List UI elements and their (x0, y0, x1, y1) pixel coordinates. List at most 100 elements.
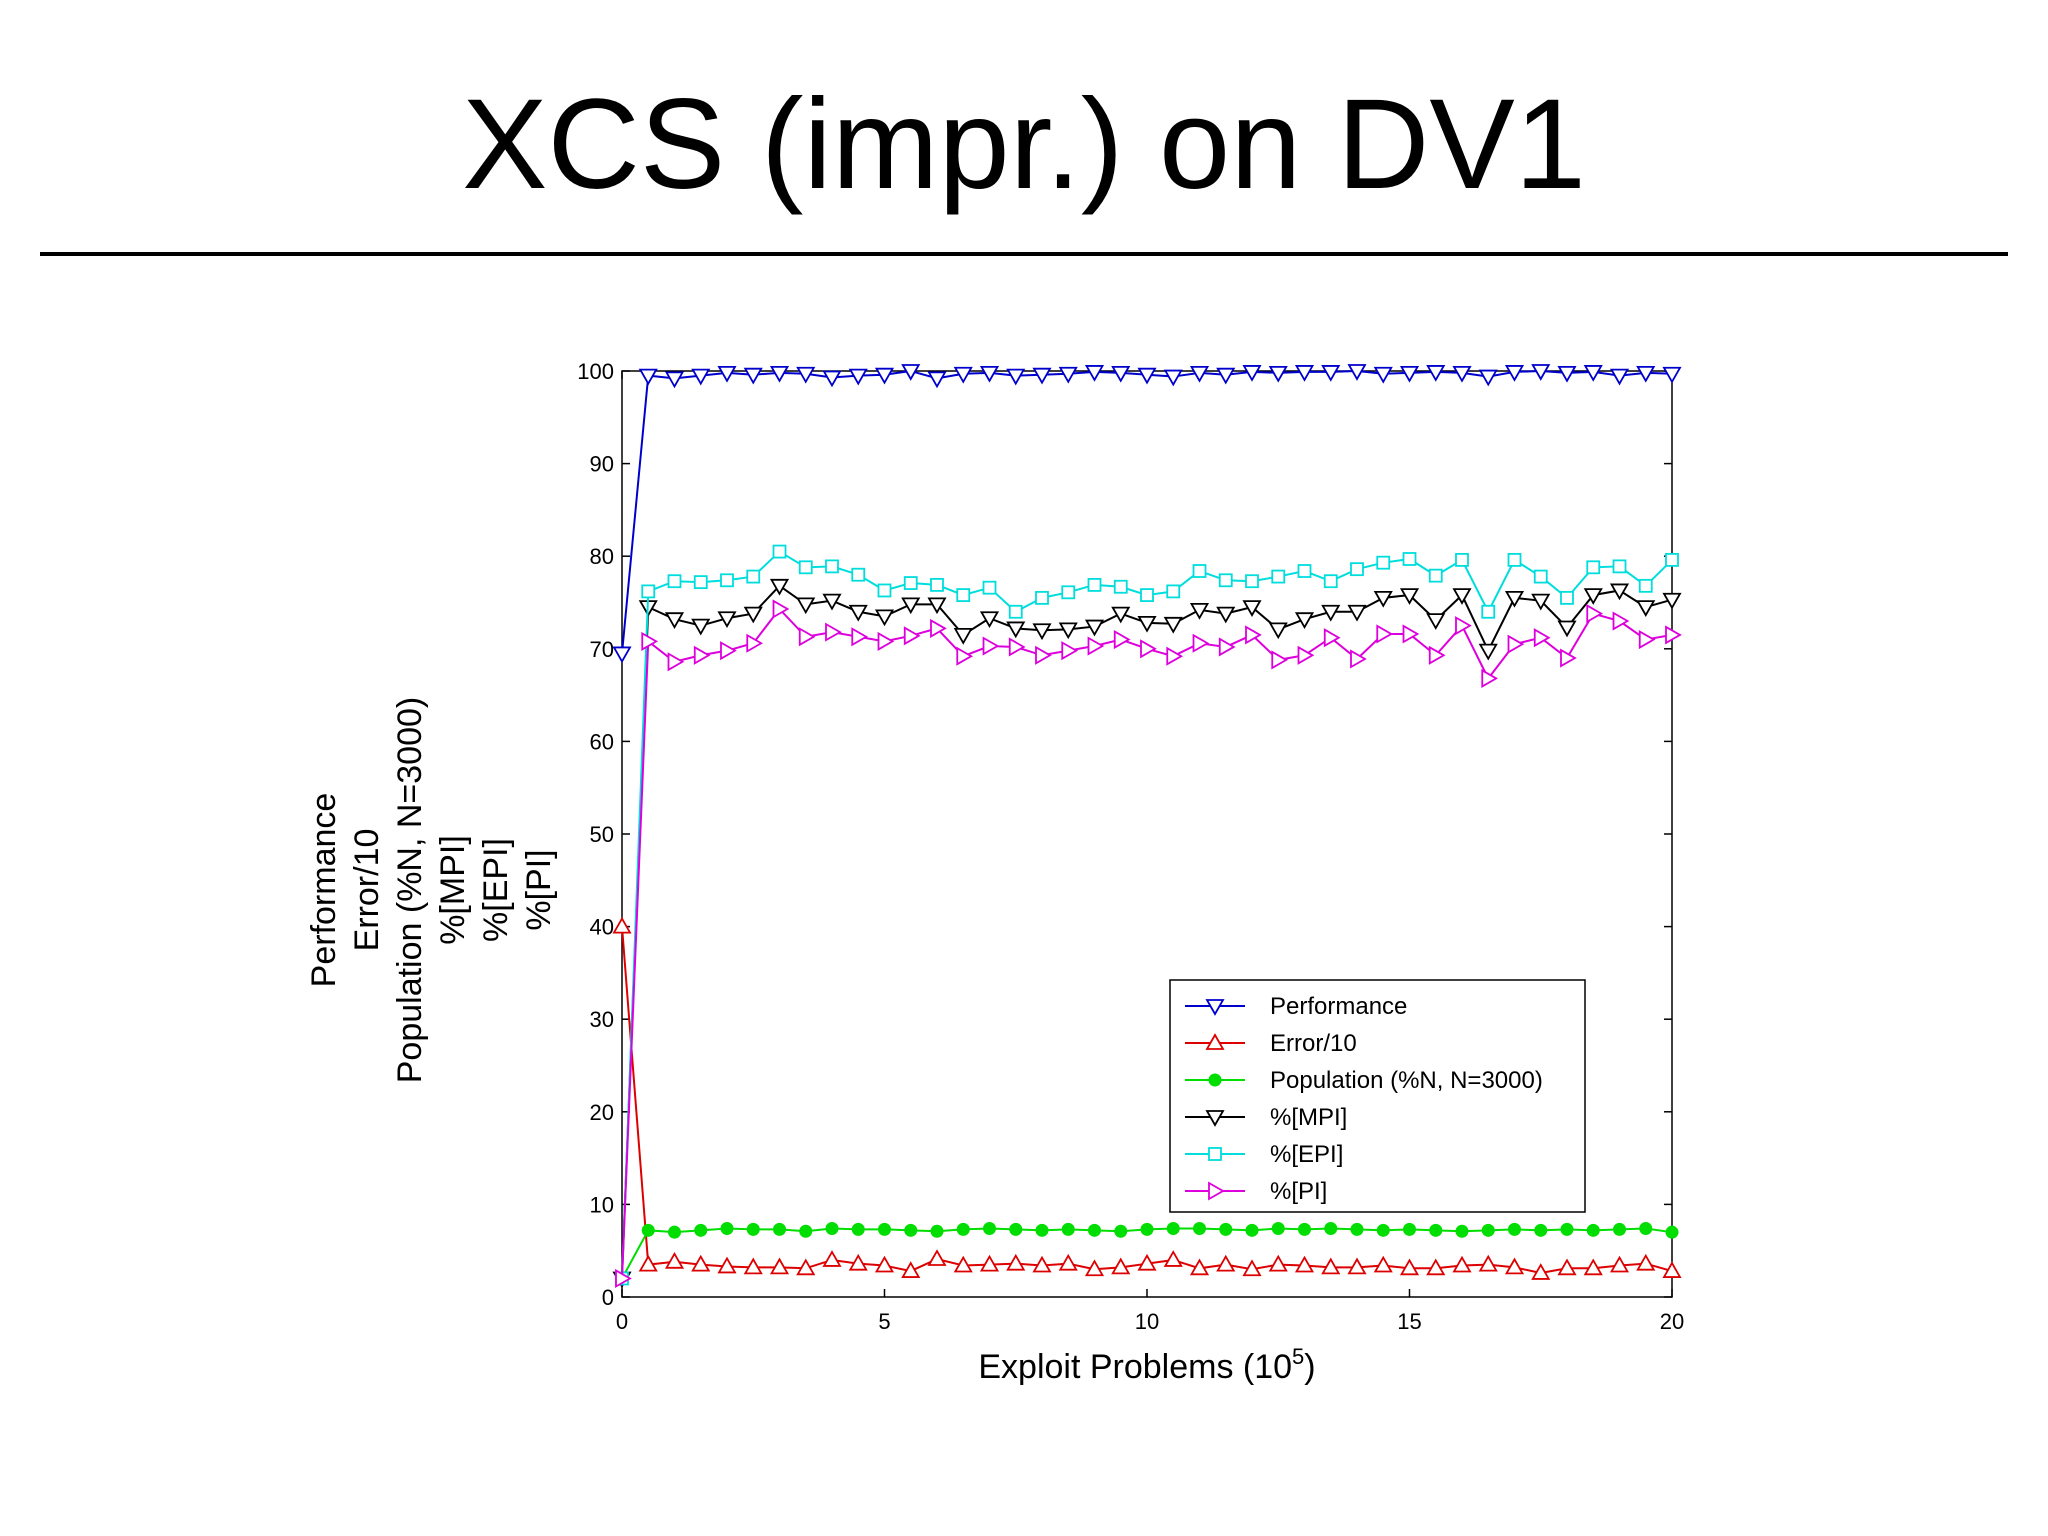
data-point (691, 368, 711, 386)
data-point (1507, 553, 1522, 567)
data-point (1058, 366, 1078, 384)
data-point (903, 576, 918, 590)
data-point (1324, 1221, 1338, 1235)
data-point (1426, 613, 1446, 630)
y-axis-label-line: %[PI] (520, 849, 558, 930)
data-point (1347, 604, 1367, 622)
data-point (1662, 592, 1682, 610)
x-tick-label: 20 (1660, 1309, 1684, 1334)
x-axis-label: Exploit Problems (105) (978, 1344, 1315, 1386)
data-point (1452, 588, 1472, 605)
legend-swatch-marker (1205, 1033, 1225, 1050)
data-point (1189, 365, 1210, 383)
x-tick-label: 10 (1135, 1309, 1159, 1334)
data-point (901, 597, 921, 615)
data-point (1455, 553, 1469, 567)
data-point (1452, 365, 1472, 383)
data-point (1140, 1222, 1154, 1236)
data-point (1061, 641, 1079, 661)
data-point (717, 611, 737, 629)
data-point (664, 1251, 685, 1269)
data-point (1271, 650, 1289, 670)
data-point (822, 593, 842, 611)
data-point (1373, 1255, 1393, 1273)
y-tick-label: 40 (590, 915, 614, 940)
data-point (903, 626, 921, 646)
data-point (1455, 616, 1472, 636)
series-0 (612, 364, 1682, 664)
y-tick-label: 100 (577, 359, 614, 384)
data-point (848, 368, 868, 386)
data-point (746, 569, 761, 584)
data-point (1193, 1221, 1206, 1235)
data-point (979, 1254, 1000, 1272)
data-point (901, 1261, 921, 1278)
data-point (612, 646, 632, 664)
data-point (1166, 584, 1181, 599)
data-point (1347, 1257, 1367, 1275)
data-point (1402, 552, 1417, 566)
data-point (904, 1223, 918, 1237)
series-1 (612, 916, 1682, 1280)
data-point (982, 636, 1000, 656)
data-point (1035, 590, 1049, 605)
data-point (641, 584, 656, 599)
data-point (612, 916, 632, 934)
data-point (1373, 366, 1393, 384)
series-5 (615, 599, 1682, 1289)
series-3 (612, 578, 1682, 1289)
data-point (1534, 1223, 1548, 1237)
data-point (1455, 1224, 1469, 1238)
legend-entry: %[MPI] (1185, 1104, 1347, 1131)
data-point (667, 652, 685, 672)
data-point (798, 560, 813, 575)
data-point (851, 1222, 865, 1236)
y-tick-label: 60 (590, 729, 614, 754)
data-point (877, 631, 895, 651)
data-point (1216, 367, 1236, 385)
data-point (1245, 574, 1259, 589)
y-axis-ticks: 0 10 20 30 40 50 60 70 80 90 100 (577, 359, 1672, 1310)
data-point (1638, 629, 1656, 650)
data-point (1481, 668, 1499, 688)
data-point (1531, 364, 1551, 381)
data-point (1373, 590, 1393, 608)
data-point (717, 365, 737, 383)
data-point (1662, 1261, 1682, 1278)
data-point (1035, 645, 1052, 665)
data-point (1323, 574, 1338, 589)
data-point (1665, 1225, 1679, 1239)
data-point (901, 364, 921, 381)
data-point (772, 544, 787, 559)
data-point (1032, 367, 1052, 385)
legend-swatch-marker (1208, 1181, 1225, 1201)
data-point (930, 618, 947, 638)
data-point (851, 627, 869, 647)
x-axis-ticks: 0 5 10 15 20 (616, 371, 1684, 1334)
data-point (1297, 645, 1315, 665)
x-axis-label-main: Exploit Problems (10 (978, 1348, 1292, 1386)
data-point (1478, 369, 1498, 387)
data-point (1636, 365, 1656, 383)
data-point (1111, 606, 1131, 624)
data-point (927, 371, 947, 389)
data-point (848, 604, 868, 622)
data-point (769, 365, 790, 383)
data-point (772, 599, 790, 619)
data-point (796, 366, 816, 384)
data-point (1531, 593, 1551, 611)
data-point (1323, 628, 1341, 648)
data-point (1403, 1222, 1416, 1236)
data-point (1163, 616, 1183, 634)
data-point (1006, 621, 1026, 639)
data-point (769, 578, 790, 596)
data-point (1114, 1224, 1128, 1238)
data-point (878, 1222, 891, 1236)
y-axis-label-line: Error/10 (348, 829, 386, 952)
data-point (1350, 1222, 1364, 1236)
data-point (694, 1223, 708, 1237)
data-point (822, 370, 842, 388)
data-point (668, 1225, 681, 1239)
data-point (1009, 1222, 1023, 1236)
data-point (773, 1222, 786, 1236)
